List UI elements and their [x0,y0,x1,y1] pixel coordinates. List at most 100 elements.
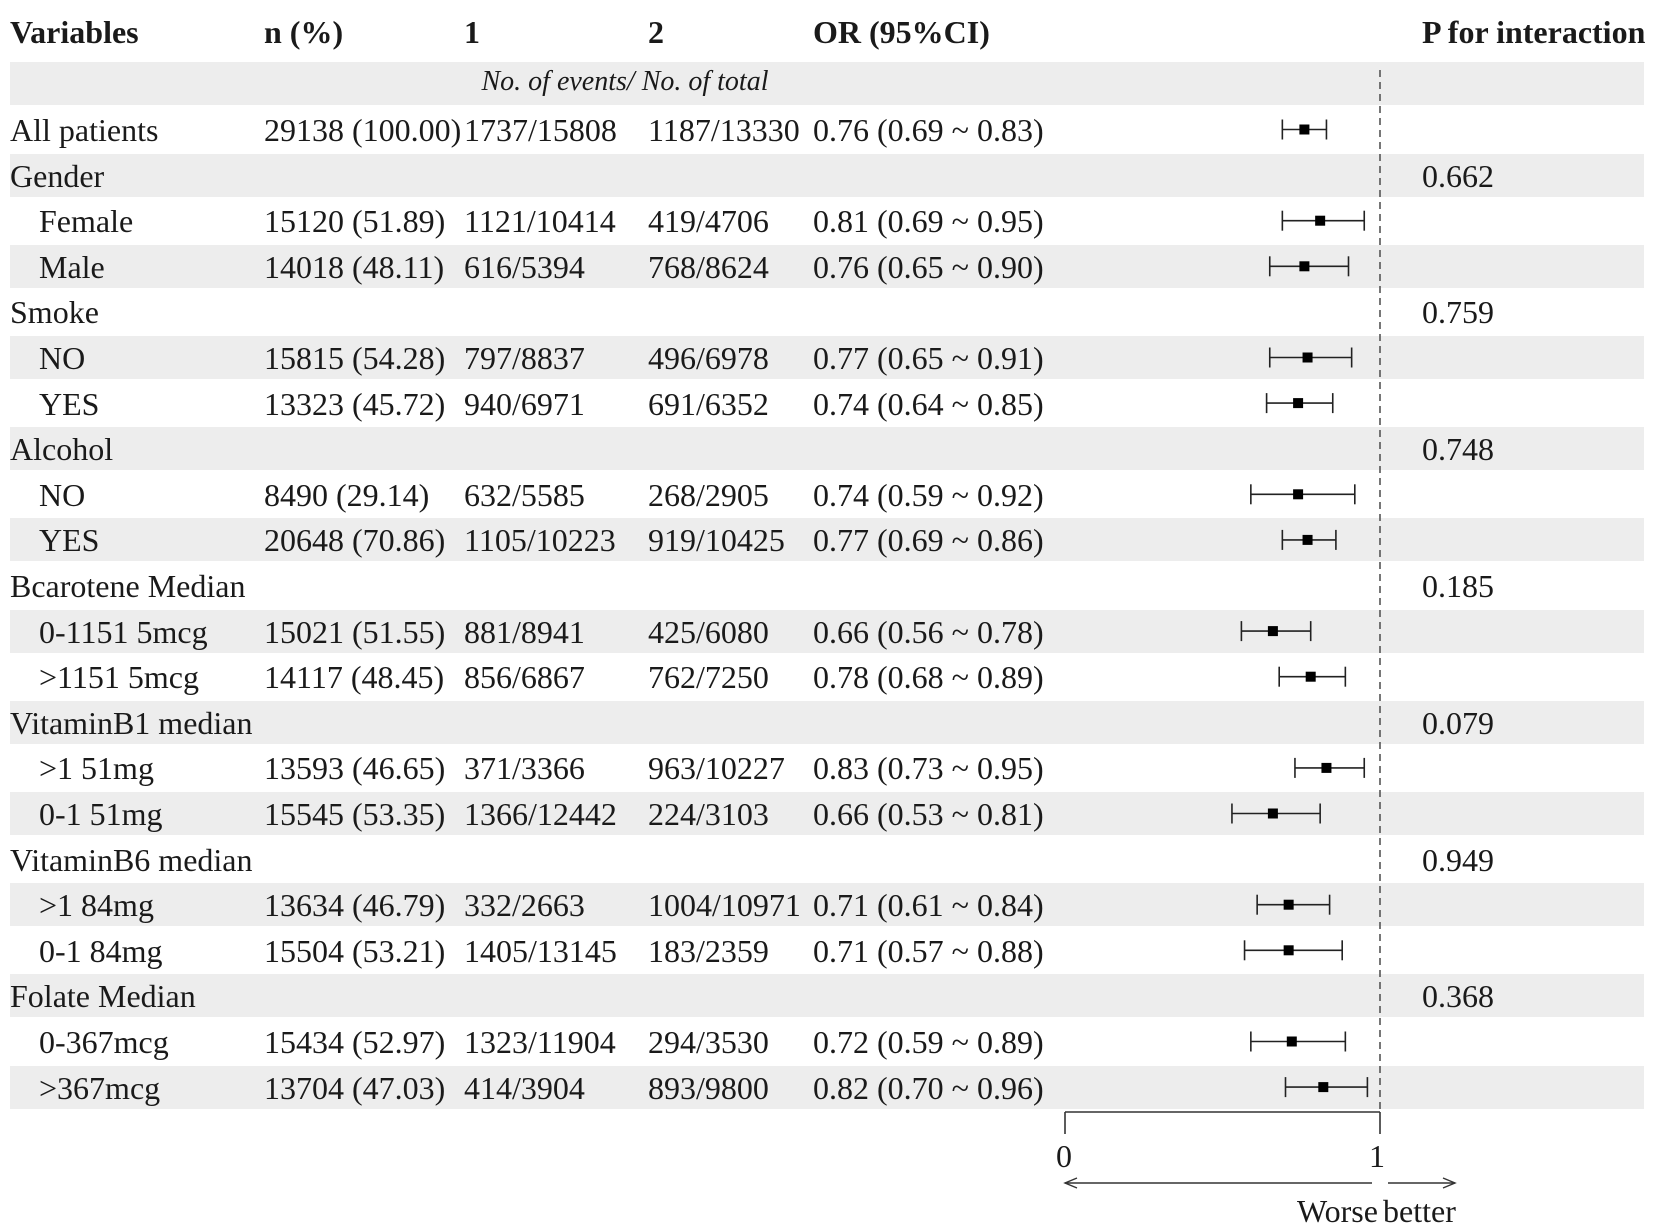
or-ci-cell: 0.66 (0.53 ~ 0.81) [813,796,1044,832]
p-interaction-cell: 0.079 [1422,704,1494,741]
row-stripe [10,883,1644,927]
group-2-events-cell: 425/6080 [648,613,769,650]
group-2-events-cell: 919/10425 [648,522,785,559]
n-percent-cell: 15504 (53.21) [264,932,446,969]
table-row: 0-1 51mg 15545 (53.35) 1366/12442 224/3103 0… [0,792,1654,835]
row-stripe [10,244,1644,288]
n-percent-cell: 14018 (48.11) [264,248,445,285]
p-interaction-cell: 0.949 [1422,841,1494,878]
table-row: NO 8490 (29.14) 632/5585 268/2905 0.74 (0.59… [0,473,1654,516]
group-1-events-cell: 632/5585 [464,476,585,513]
or-ci-cell: 0.81 (0.69 ~ 0.95) [813,203,1044,240]
or-ci-cell: 0.74 (0.59 ~ 0.92) [813,476,1044,513]
table-row: 0-1 84mg 15504 (53.21) 1405/13145 183/2359 0… [0,929,1654,972]
table-row: YES 13323 (45.72) 940/6971 691/6352 0.74 (0.… [0,382,1654,425]
row-stripe [10,700,1644,744]
or-point [1299,124,1310,135]
table-row: Male 14018 (48.11) 616/5394 768/8624 0.76 (0… [0,245,1654,288]
table-row: Female 15120 (51.89) 1121/10414 419/4706 0.8… [0,199,1654,242]
p-interaction-cell: 0.748 [1422,431,1494,468]
or-point [1302,534,1313,545]
table-row: All patients 29138 (100.00) 1737/15808 1187… [0,108,1654,151]
table-row: Smoke 0.759 [0,290,1654,333]
row-label: VitaminB6 median [10,841,253,878]
group-2-events-cell: 893/9800 [648,1069,769,1106]
group-2-events-cell: 268/2905 [648,476,769,513]
n-percent-cell: 13323 (45.72) [264,385,446,422]
p-interaction-cell: 0.662 [1422,157,1494,194]
row-label: >1151 5mcg [39,659,199,696]
table-row: >1151 5mcg 14117 (48.45) 856/6867 762/7250 0… [0,655,1654,698]
row-label: Smoke [10,294,99,331]
p-interaction-cell: 0.185 [1422,568,1494,604]
header-p-interaction: P for interaction [1422,14,1646,50]
or-point [1283,899,1294,910]
or-point [1293,398,1304,409]
table-row: 0-1151 5mcg 15021 (51.55) 881/8941 425/6080… [0,610,1654,653]
group-1-events-cell: 1405/13145 [464,932,617,969]
row-label: NO [39,476,86,513]
row-stripe [10,609,1644,653]
or-point [1302,352,1313,363]
row-stripe [10,974,1644,1018]
row-stripe [10,153,1644,197]
row-label: Male [39,248,105,285]
group-1-events-cell: 1105/10223 [464,522,616,559]
table-row: VitaminB6 median 0.949 [0,838,1654,881]
table-row: YES 20648 (70.86) 1105/10223 919/10425 0.77 … [0,518,1654,561]
n-percent-cell: 14117 (48.45) [264,659,445,696]
header-n-percent: n (%) [264,14,344,50]
n-percent-cell: 13593 (46.65) [264,750,446,787]
row-stripe [10,1065,1644,1109]
or-point [1293,489,1304,500]
group-2-events-cell: 183/2359 [648,932,769,969]
n-percent-cell: 15545 (53.35) [264,796,446,832]
n-percent-cell: 15120 (51.89) [264,203,446,240]
row-label: Gender [10,157,105,194]
n-percent-cell: 15021 (51.55) [264,613,446,650]
n-percent-cell: 13704 (47.03) [264,1069,446,1106]
p-interaction-cell: 0.759 [1422,294,1494,331]
group-1-events-cell: 371/3366 [464,750,585,787]
group-2-events-cell: 768/8624 [648,248,769,285]
table-row: Gender 0.662 [0,154,1654,197]
row-label: Folate Median [10,978,196,1015]
n-percent-cell: 29138 (100.00) [264,112,462,148]
table-row: Bcarotene Median 0.185 [0,564,1654,607]
row-stripe [10,518,1644,562]
better-arrowhead [1442,1177,1457,1189]
n-percent-cell: 13634 (46.79) [264,887,446,924]
group-1-events-cell: 616/5394 [464,248,585,285]
table-row: NO 15815 (54.28) 797/8837 496/6978 0.77 (0.6… [0,336,1654,379]
table-row: 0-367mcg 15434 (52.97) 1323/11904 294/3530 0… [0,1020,1654,1063]
or-point [1305,671,1316,682]
row-label: Bcarotene Median [10,568,246,604]
group-2-events-cell: 294/3530 [648,1024,769,1060]
group-2-events-cell: 691/6352 [648,385,769,422]
group-1-events-cell: 1323/11904 [464,1024,616,1060]
direction-label-left: Worse [1297,1193,1378,1229]
group-2-events-cell: 1187/13330 [648,112,800,148]
row-stripe [10,427,1644,471]
or-point [1286,1036,1297,1047]
table-row: >1 84mg 13634 (46.79) 332/2663 1004/10971 0.… [0,883,1654,926]
row-label: NO [39,340,86,376]
row-label: Alcohol [10,431,114,468]
or-ci-cell: 0.82 (0.70 ~ 0.96) [813,1069,1044,1106]
worse-arrowhead [1063,1177,1078,1189]
group-2-events-cell: 963/10227 [648,750,785,787]
row-label: 0-1151 5mcg [39,613,208,650]
table-row: Alcohol 0.748 [0,427,1654,470]
group-2-events-cell: 419/4706 [648,203,769,240]
group-1-events-cell: 881/8941 [464,613,585,650]
or-ci-cell: 0.77 (0.69 ~ 0.86) [813,522,1044,559]
or-point [1318,1082,1329,1093]
row-label: >367mcg [39,1069,161,1106]
or-point [1299,261,1310,272]
or-ci-cell: 0.71 (0.57 ~ 0.88) [813,932,1044,969]
row-label: 0-367mcg [39,1024,169,1060]
row-stripe [10,336,1644,379]
or-point [1267,626,1278,637]
or-point [1283,945,1294,956]
or-ci-cell: 0.78 (0.68 ~ 0.89) [813,659,1044,696]
